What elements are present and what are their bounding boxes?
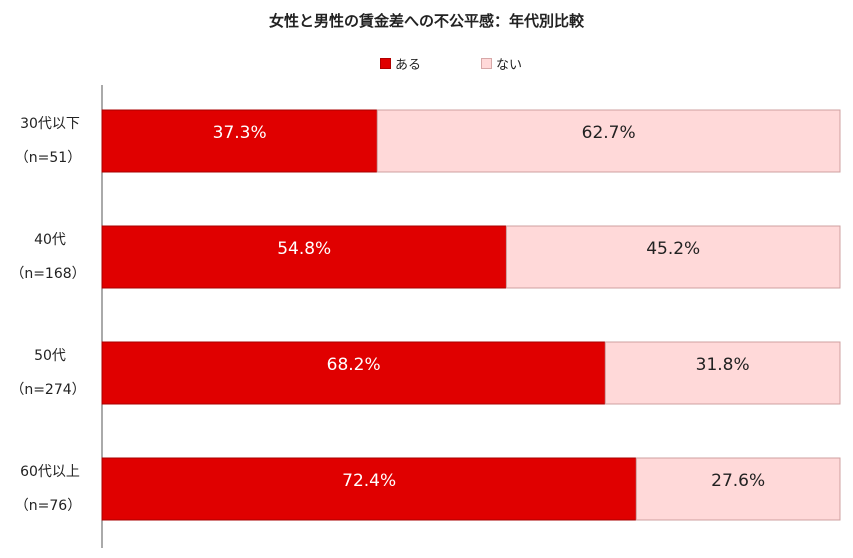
bar-nai-0 xyxy=(376,109,841,173)
bar-nai-3 xyxy=(635,457,841,521)
legend-label-aru: ある xyxy=(395,58,422,73)
chart-title: 女性と男性の賃金差への不公平感：年代別比較 xyxy=(268,12,584,30)
legend-item-nai: ない xyxy=(481,54,522,73)
data-label-aru-0: 37.3% xyxy=(213,123,267,143)
legend-swatch-aru xyxy=(380,58,391,69)
legend: ある ない xyxy=(380,54,522,73)
category-label-3: 60代以上 xyxy=(20,464,80,480)
bar-nai-2 xyxy=(604,341,841,405)
legend-label-nai: ない xyxy=(496,58,523,73)
data-label-aru-2: 68.2% xyxy=(327,355,381,375)
category-n-label-2: （n=274） xyxy=(10,382,85,398)
category-n-label-0: （n=51） xyxy=(15,150,81,166)
bar-aru-1 xyxy=(101,225,507,289)
data-label-aru-3: 72.4% xyxy=(342,471,396,491)
legend-swatch-nai xyxy=(481,58,493,69)
category-n-label-1: （n=168） xyxy=(10,266,85,282)
category-label-2: 50代 xyxy=(34,348,66,364)
category-n-label-3: （n=76） xyxy=(15,498,81,514)
legend-item-aru: ある xyxy=(380,54,421,73)
category-label-0: 30代以下 xyxy=(20,116,80,132)
bar-nai-1 xyxy=(505,225,841,289)
data-label-nai-3: 27.6% xyxy=(711,471,765,491)
data-label-nai-2: 31.8% xyxy=(696,355,750,375)
bar-aru-0 xyxy=(101,109,378,173)
data-label-aru-1: 54.8% xyxy=(277,239,331,259)
bar-aru-2 xyxy=(101,341,606,405)
data-label-nai-0: 62.7% xyxy=(582,123,636,143)
category-label-1: 40代 xyxy=(34,232,66,248)
data-label-nai-1: 45.2% xyxy=(646,239,700,259)
